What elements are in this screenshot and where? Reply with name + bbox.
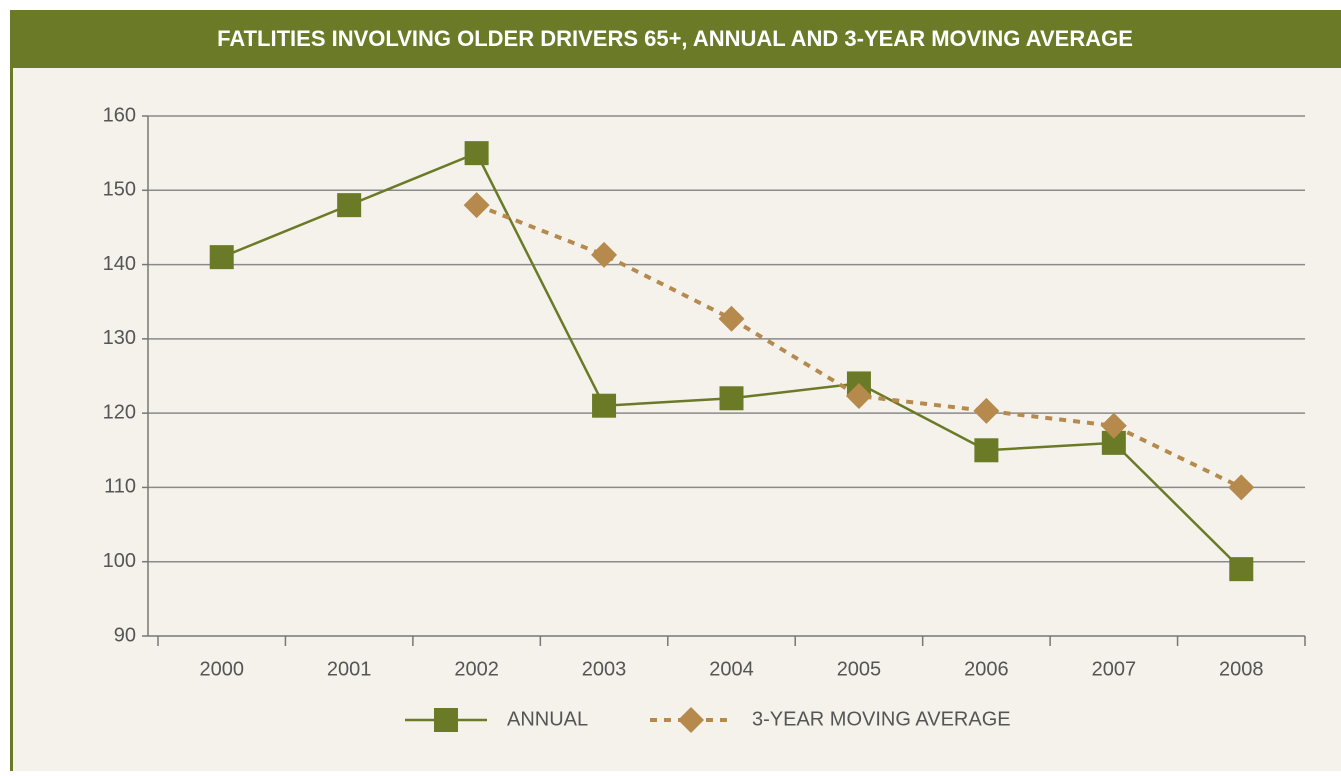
data-point [1100, 412, 1127, 439]
y-tick-label: 120 [103, 401, 136, 423]
data-point [719, 386, 744, 411]
x-tick-label: 2008 [1219, 658, 1264, 680]
x-tick-label: 2001 [327, 658, 372, 680]
data-point [1229, 557, 1254, 582]
x-tick-label: 2006 [964, 658, 1009, 680]
y-tick-label: 90 [114, 624, 136, 646]
data-point [209, 245, 234, 270]
data-point [591, 241, 618, 268]
data-point [463, 192, 490, 219]
legend-marker [434, 708, 458, 732]
x-tick-label: 2000 [199, 658, 244, 680]
data-point [974, 438, 999, 463]
legend-marker [678, 707, 704, 733]
legend-label: 3-YEAR MOVING AVERAGE [752, 708, 1011, 730]
x-tick-label: 2003 [582, 658, 627, 680]
y-tick-label: 140 [103, 253, 136, 275]
title-bar [10, 10, 1341, 68]
background [10, 10, 1341, 771]
data-point [845, 383, 872, 410]
y-tick-label: 150 [103, 179, 136, 201]
data-point [1228, 474, 1255, 501]
y-tick-label: 110 [104, 476, 136, 498]
x-tick-label: 2004 [709, 658, 754, 680]
y-tick-label: 160 [103, 104, 136, 126]
data-point [464, 141, 489, 166]
legend-label: ANNUAL [507, 708, 588, 730]
data-point [973, 397, 1000, 424]
left-border [10, 10, 13, 771]
x-tick-label: 2007 [1092, 658, 1137, 680]
chart-title: FATLITIES INVOLVING OLDER DRIVERS 65+, A… [217, 26, 1133, 51]
data-point [592, 393, 617, 418]
x-tick-label: 2002 [454, 658, 499, 680]
x-tick-label: 2005 [837, 658, 882, 680]
data-point [337, 193, 362, 218]
y-tick-label: 130 [103, 327, 136, 349]
data-point [718, 305, 745, 332]
y-tick-label: 100 [103, 550, 136, 572]
